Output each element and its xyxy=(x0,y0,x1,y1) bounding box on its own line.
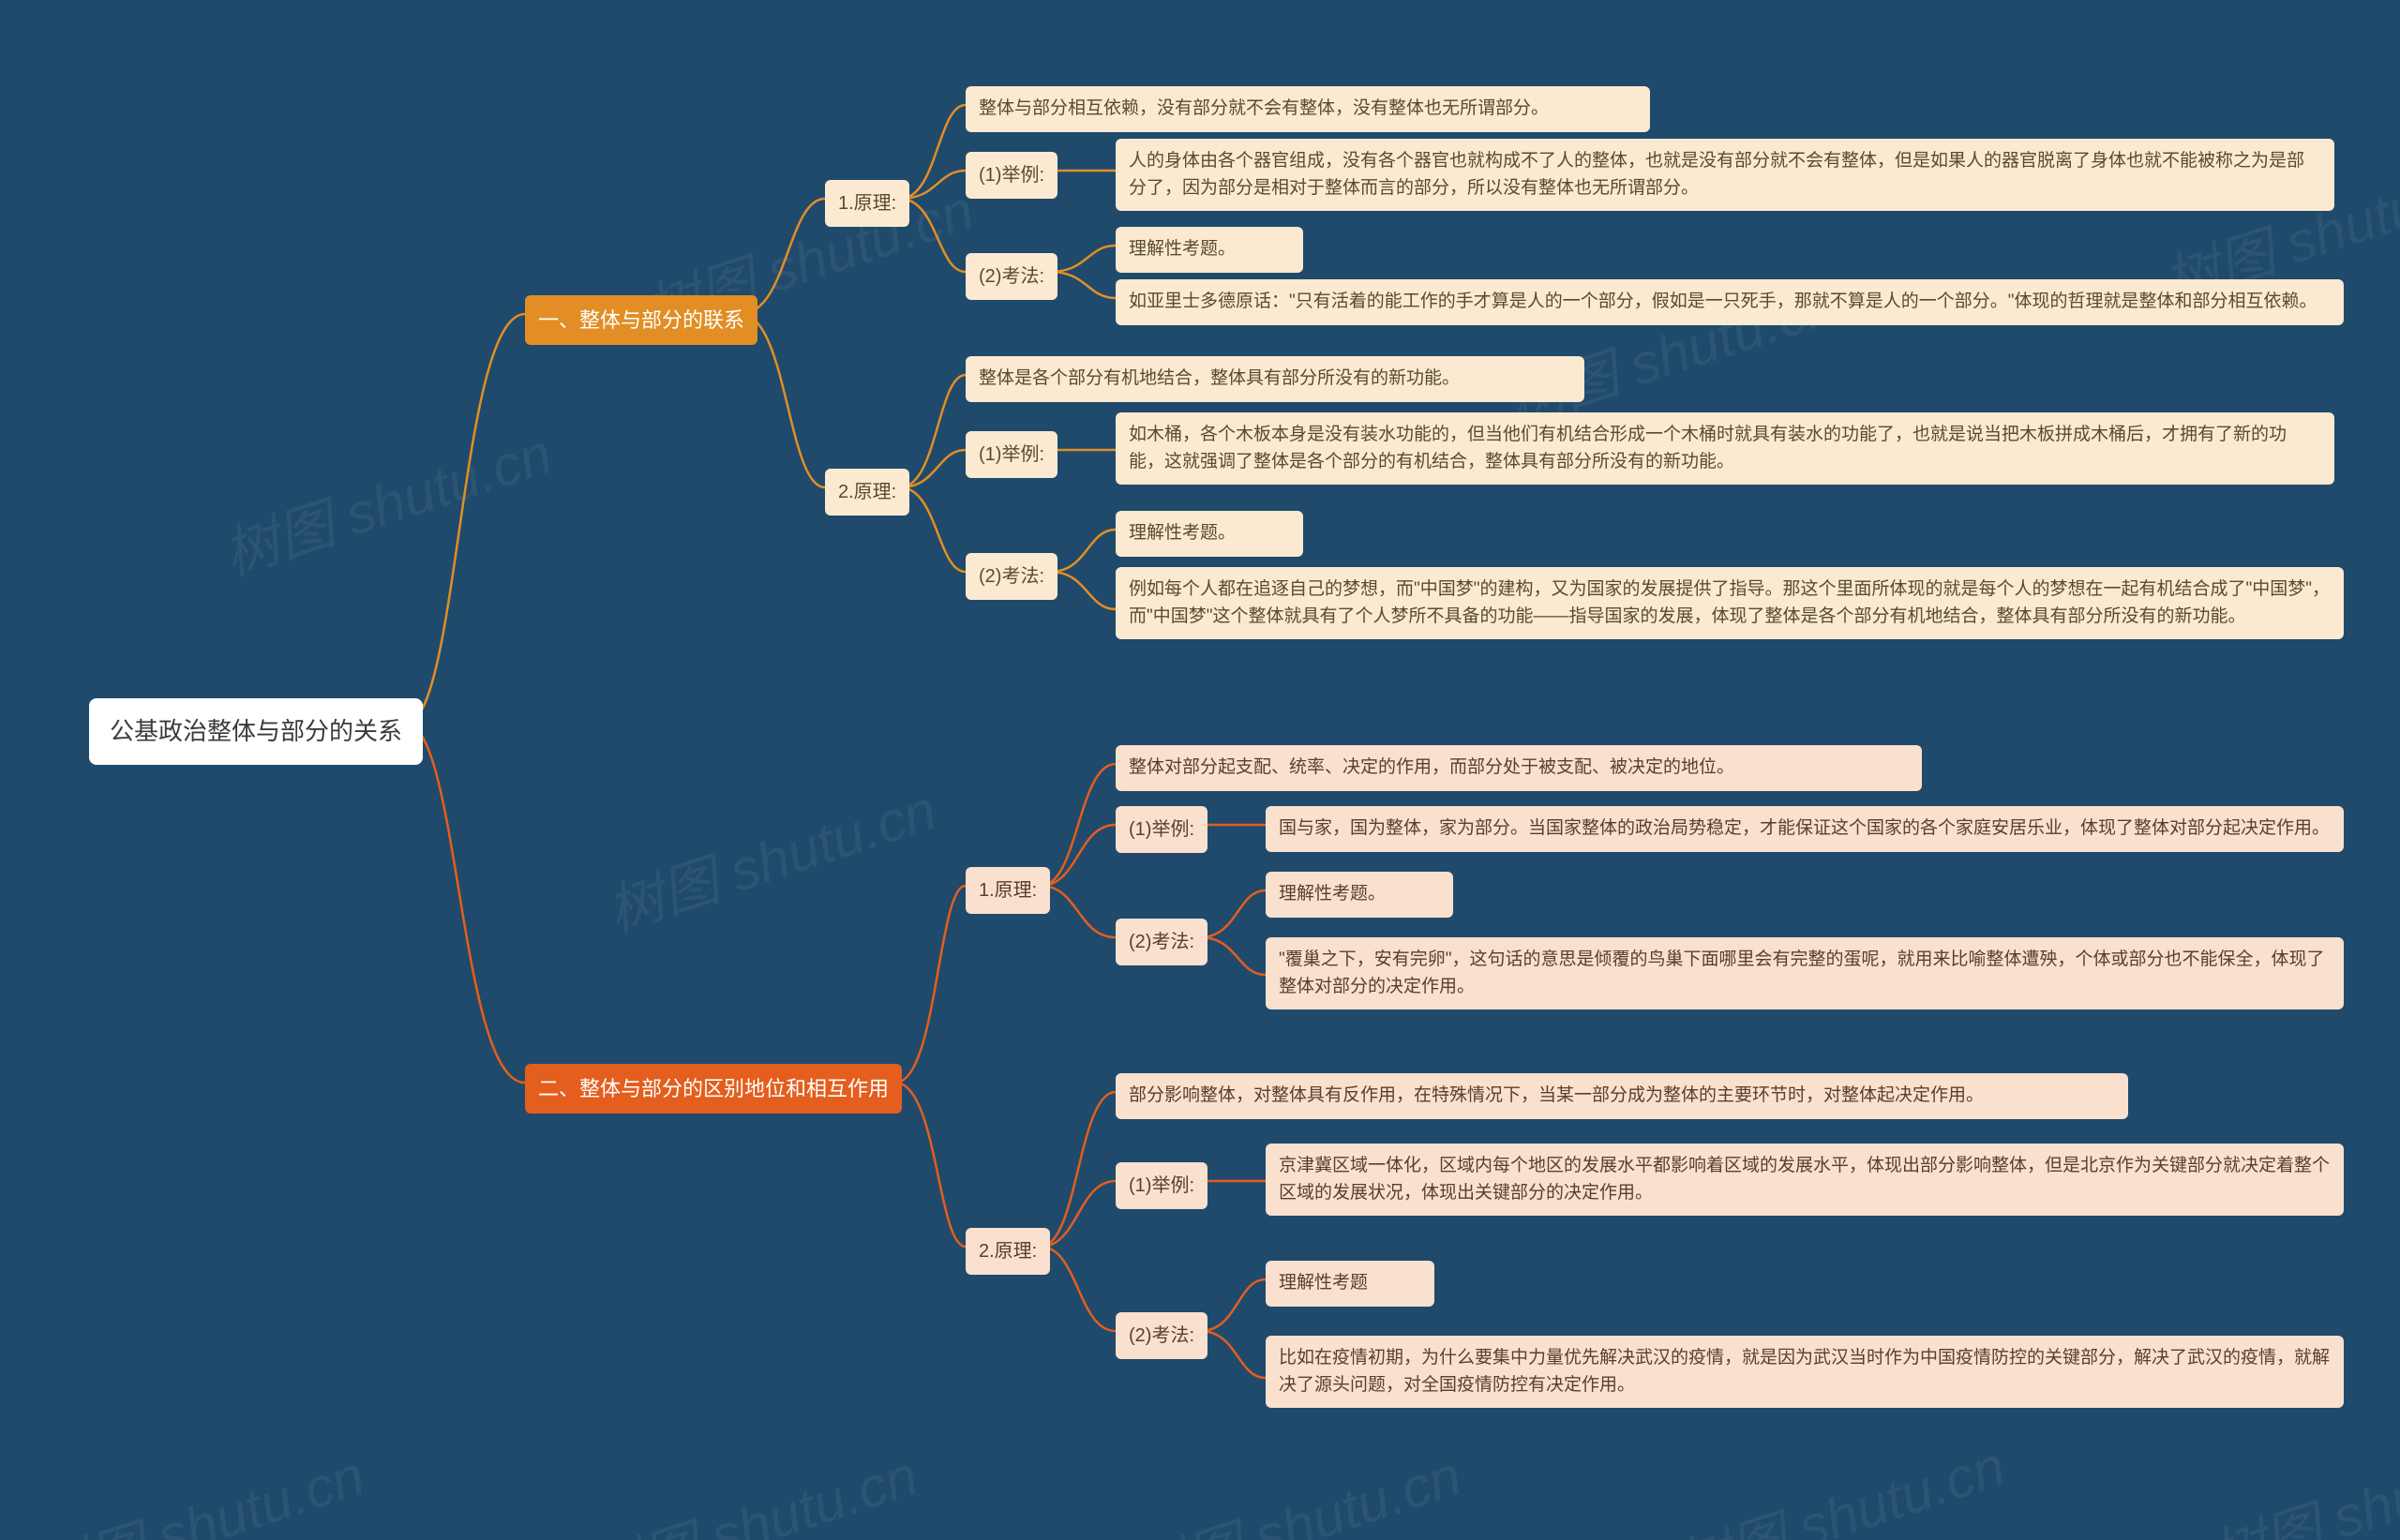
b-p1-kf1: 理解性考题。 xyxy=(1266,872,1453,918)
a-p1-head: 整体与部分相互依赖，没有部分就不会有整体，没有整体也无所谓部分。 xyxy=(966,86,1650,132)
a-p1-kf-label: (2)考法: xyxy=(966,253,1058,300)
watermark: 树图 shutu.cn xyxy=(2198,1412,2400,1540)
b-p1-ex-label: (1)举例: xyxy=(1116,806,1208,853)
watermark: 树图 shutu.cn xyxy=(211,409,561,591)
b-p2-kf2: 比如在疫情初期，为什么要集中力量优先解决武汉的疫情，就是因为武汉当时作为中国疫情… xyxy=(1266,1336,2344,1408)
watermark: 树图 shutu.cn xyxy=(23,1430,373,1540)
b-p1-kf-label: (2)考法: xyxy=(1116,919,1208,965)
watermark: 树图 shutu.cn xyxy=(1120,1430,1470,1540)
a-p2-ex-label: (1)举例: xyxy=(966,431,1058,478)
b-p2-head: 部分影响整体，对整体具有反作用，在特殊情况下，当某一部分成为整体的主要环节时，对… xyxy=(1116,1073,2128,1119)
root-node: 公基政治整体与部分的关系 xyxy=(89,698,423,765)
b-p1-kf2: "覆巢之下，安有完卵"，这句话的意思是倾覆的鸟巢下面哪里会有完整的蛋呢，就用来比… xyxy=(1266,937,2344,1009)
watermark: 树图 shutu.cn xyxy=(1664,1421,2014,1540)
b-p2-kf1: 理解性考题 xyxy=(1266,1261,1434,1307)
watermark: 树图 shutu.cn xyxy=(595,765,945,948)
a-p2-kf1: 理解性考题。 xyxy=(1116,511,1303,557)
watermark: 树图 shutu.cn xyxy=(577,1430,926,1540)
b-p2-ex-text: 京津冀区域一体化，区域内每个地区的发展水平都影响着区域的发展水平，体现出部分影响… xyxy=(1266,1144,2344,1216)
b-p2-label: 2.原理: xyxy=(966,1228,1050,1275)
a-p1-kf2: 如亚里士多德原话："只有活着的能工作的手才算是人的一个部分，假如是一只死手，那就… xyxy=(1116,279,2344,325)
a-p1-ex-text: 人的身体由各个器官组成，没有各个器官也就构成不了人的整体，也就是没有部分就不会有… xyxy=(1116,139,2334,211)
a-p2-ex-text: 如木桶，各个木板本身是没有装水功能的，但当他们有机结合形成一个木桶时就具有装水的… xyxy=(1116,412,2334,485)
a-p2-label: 2.原理: xyxy=(825,469,909,516)
branch-a: 一、整体与部分的联系 xyxy=(525,295,758,345)
a-p1-label: 1.原理: xyxy=(825,180,909,227)
a-p1-ex-label: (1)举例: xyxy=(966,152,1058,199)
branch-b: 二、整体与部分的区别地位和相互作用 xyxy=(525,1064,902,1114)
a-p2-head: 整体是各个部分有机地结合，整体具有部分所没有的新功能。 xyxy=(966,356,1584,402)
b-p1-label: 1.原理: xyxy=(966,867,1050,914)
b-p1-ex-text: 国与家，国为整体，家为部分。当国家整体的政治局势稳定，才能保证这个国家的各个家庭… xyxy=(1266,806,2344,852)
b-p2-kf-label: (2)考法: xyxy=(1116,1312,1208,1359)
a-p1-kf1: 理解性考题。 xyxy=(1116,227,1303,273)
b-p1-head: 整体对部分起支配、统率、决定的作用，而部分处于被支配、被决定的地位。 xyxy=(1116,745,1922,791)
a-p2-kf-label: (2)考法: xyxy=(966,553,1058,600)
a-p2-kf2: 例如每个人都在追逐自己的梦想，而"中国梦"的建构，又为国家的发展提供了指导。那这… xyxy=(1116,567,2344,639)
b-p2-ex-label: (1)举例: xyxy=(1116,1162,1208,1209)
